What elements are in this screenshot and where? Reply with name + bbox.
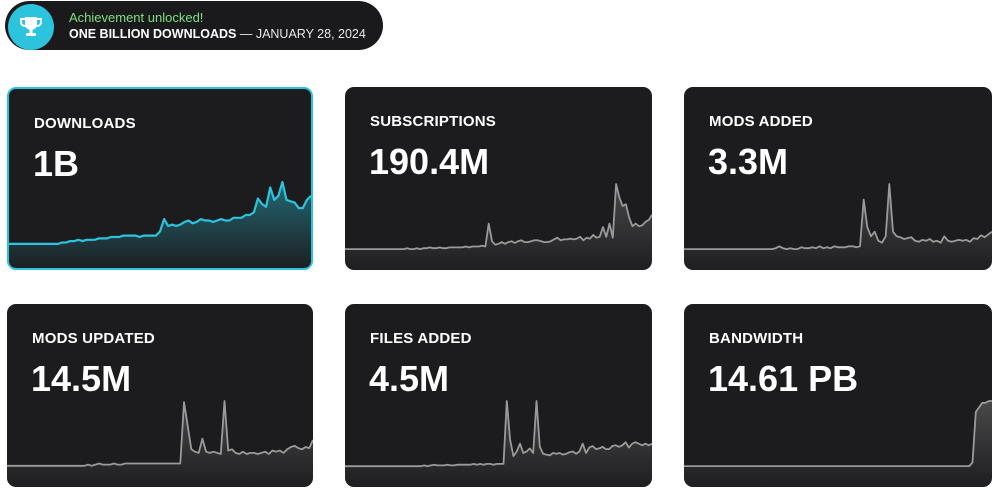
stat-value: 3.3M [708,141,789,182]
stat-card-downloads[interactable]: DOWNLOADS 1B [7,87,313,270]
sparkline-chart [9,180,311,268]
sparkline-area [684,184,992,270]
trophy-badge [8,4,54,50]
achievement-status: Achievement unlocked! [69,10,204,25]
stat-card-files-added[interactable]: FILES ADDED 4.5M [345,304,652,487]
achievement-title: ONE BILLION DOWNLOADS [69,27,237,41]
stat-card-bandwidth[interactable]: BANDWIDTH 14.61 PB [684,304,992,487]
sparkline-area [7,401,313,487]
sparkline-chart [345,400,652,487]
stat-label: SUBSCRIPTIONS [370,113,496,130]
stat-label: FILES ADDED [370,330,472,347]
stat-label: DOWNLOADS [34,115,136,132]
sparkline-area [684,401,992,487]
sparkline-line [345,400,652,468]
trophy-icon [20,17,42,36]
stat-label: MODS ADDED [709,113,813,130]
sparkline-line [9,180,311,245]
achievement-detail: ONE BILLION DOWNLOADS — JANUARY 28, 2024 [69,27,366,41]
sparkline-area [345,401,652,487]
stat-card-subscriptions[interactable]: SUBSCRIPTIONS 190.4M [345,87,652,270]
stat-card-mods-updated[interactable]: MODS UPDATED 14.5M [7,304,313,487]
stat-value: 190.4M [369,141,490,182]
achievement-date: JANUARY 28, 2024 [255,27,366,41]
sparkline-chart [684,183,992,270]
sparkline-chart [345,183,652,270]
sparkline-line [7,400,313,467]
sparkline-area [9,182,311,268]
sparkline-line [684,400,992,467]
stat-value: 4.5M [369,358,450,399]
stat-card-mods-added[interactable]: MODS ADDED 3.3M [684,87,992,270]
achievement-separator: — [236,27,256,41]
sparkline-chart [684,400,992,487]
achievement-banner: Achievement unlocked! ONE BILLION DOWNLO… [5,1,383,50]
sparkline-area [345,184,652,270]
sparkline-chart [7,400,313,487]
stat-value: 14.61 PB [708,358,859,399]
sparkline-line [684,183,992,250]
sparkline-line [345,183,652,250]
stat-value: 14.5M [31,358,132,399]
stat-label: BANDWIDTH [709,330,804,347]
stat-value: 1B [33,143,80,184]
stat-label: MODS UPDATED [32,330,155,347]
